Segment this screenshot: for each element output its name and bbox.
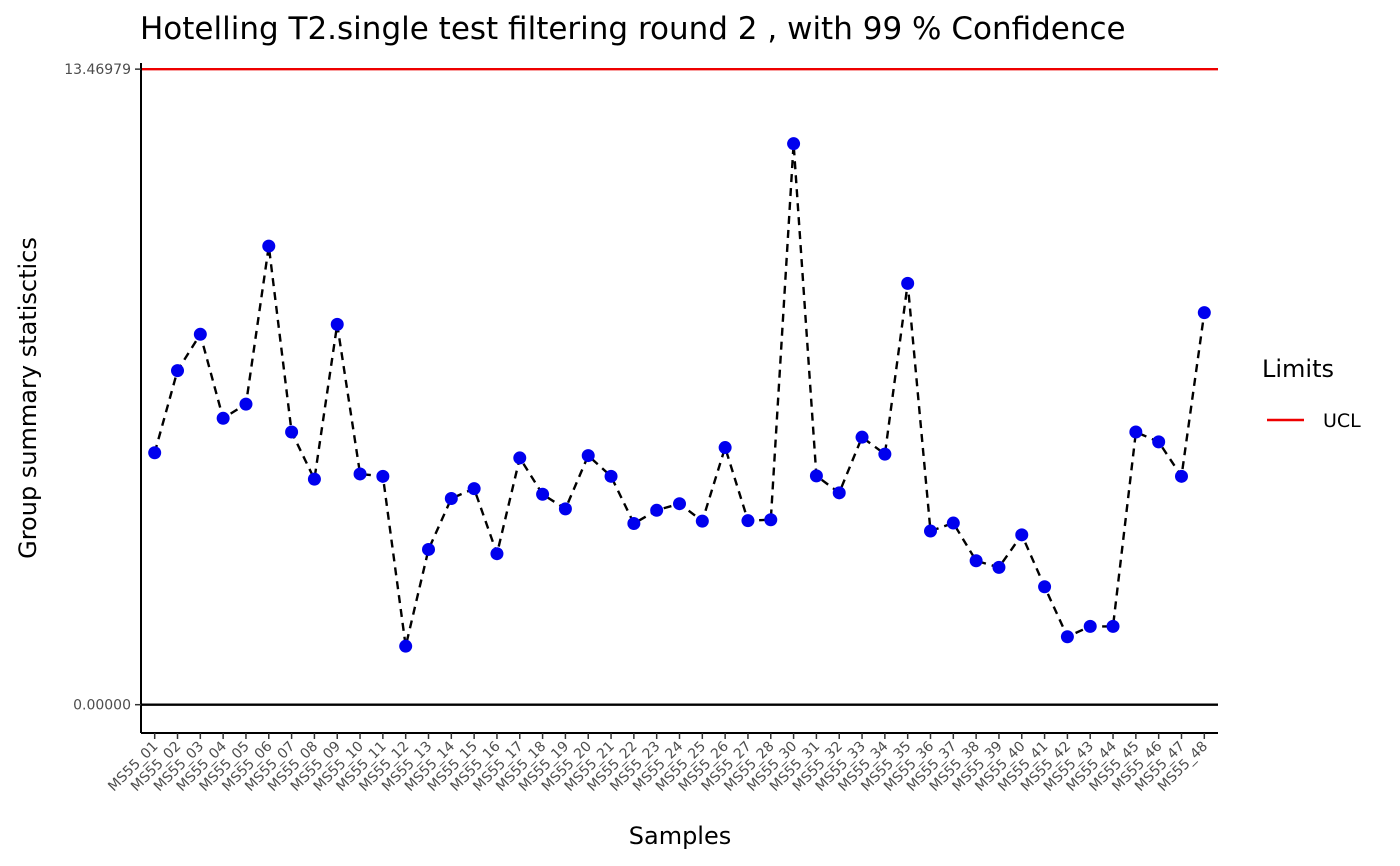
data-point (650, 503, 664, 517)
data-point (444, 492, 458, 505)
data-point (193, 327, 207, 341)
y-axis-title: Group summary statisctics (14, 237, 42, 559)
plot-area (141, 67, 1218, 706)
data-point (262, 239, 276, 253)
data-point (1060, 630, 1074, 644)
data-point (513, 451, 527, 465)
data-point (239, 397, 253, 411)
data-point (1129, 425, 1143, 439)
axes: 0.00000 13.46979 MS55_01MS55_02MS55_03MS5… (64, 62, 1218, 795)
y-tick-label: 13.46979 (64, 62, 131, 78)
data-point (1152, 435, 1166, 449)
legend-title: Limits (1262, 355, 1334, 383)
data-point (673, 497, 686, 511)
data-point (399, 639, 413, 653)
data-point (581, 449, 595, 463)
data-point (1083, 619, 1097, 633)
data-point (832, 486, 846, 500)
data-point (285, 425, 299, 439)
data-point (627, 517, 641, 531)
data-point (787, 137, 801, 151)
data-point (946, 516, 960, 530)
y-tick-label: 0.00000 (73, 698, 131, 714)
data-point (923, 524, 937, 538)
series-line (153, 143, 1206, 647)
data-point (695, 514, 709, 528)
data-point (307, 472, 321, 486)
data-point (809, 469, 823, 483)
data-point (969, 554, 983, 568)
data-point (604, 469, 618, 483)
legend: Limits UCL (1262, 355, 1361, 432)
data-point (558, 502, 572, 516)
legend-items: UCL (1267, 410, 1361, 432)
data-point (718, 441, 732, 455)
chart-title: Hotelling T2.single test filtering round… (140, 11, 1126, 47)
data-point (330, 317, 344, 331)
data-point (353, 467, 367, 481)
data-point (855, 430, 869, 444)
data-point (1197, 306, 1211, 320)
data-point (171, 364, 185, 378)
data-point (148, 446, 162, 460)
data-point (878, 447, 892, 461)
data-point (741, 514, 755, 528)
data-point (1106, 619, 1120, 633)
data-points (148, 137, 1211, 653)
data-point (490, 547, 504, 561)
y-ticks: 0.00000 13.46979 (64, 62, 141, 714)
data-point (1015, 528, 1029, 542)
reference-lines (141, 67, 1218, 706)
data-point (901, 276, 915, 290)
legend-label-ucl: UCL (1323, 410, 1361, 432)
data-point (1174, 469, 1188, 483)
data-point (536, 487, 550, 501)
x-ticks: MS55_01MS55_02MS55_03MS55_04MS55_05MS55_… (105, 733, 1211, 795)
data-point (1038, 580, 1052, 594)
data-point (422, 542, 436, 556)
x-axis-title: Samples (629, 822, 732, 850)
data-point (376, 469, 390, 483)
data-point (764, 513, 778, 527)
data-point (216, 411, 230, 425)
data-point (992, 560, 1006, 574)
data-point (467, 482, 481, 496)
